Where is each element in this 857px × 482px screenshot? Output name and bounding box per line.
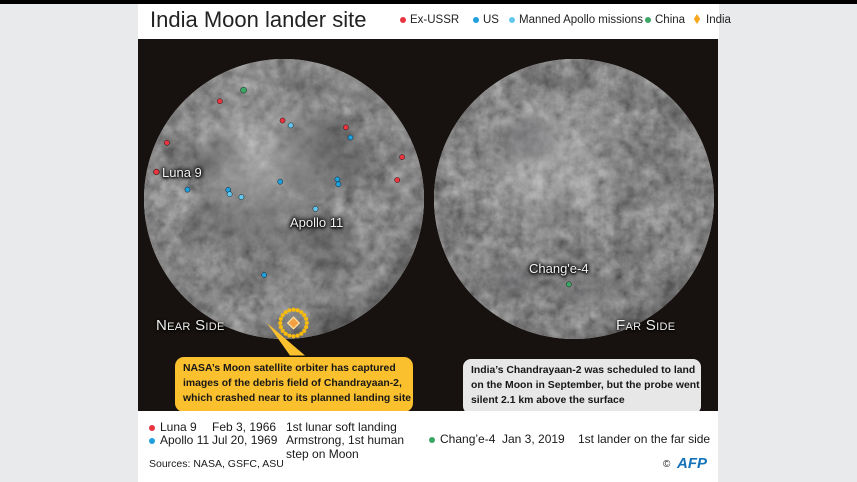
svg-text:AFP: AFP (676, 455, 708, 470)
svg-text:©: © (663, 459, 671, 470)
